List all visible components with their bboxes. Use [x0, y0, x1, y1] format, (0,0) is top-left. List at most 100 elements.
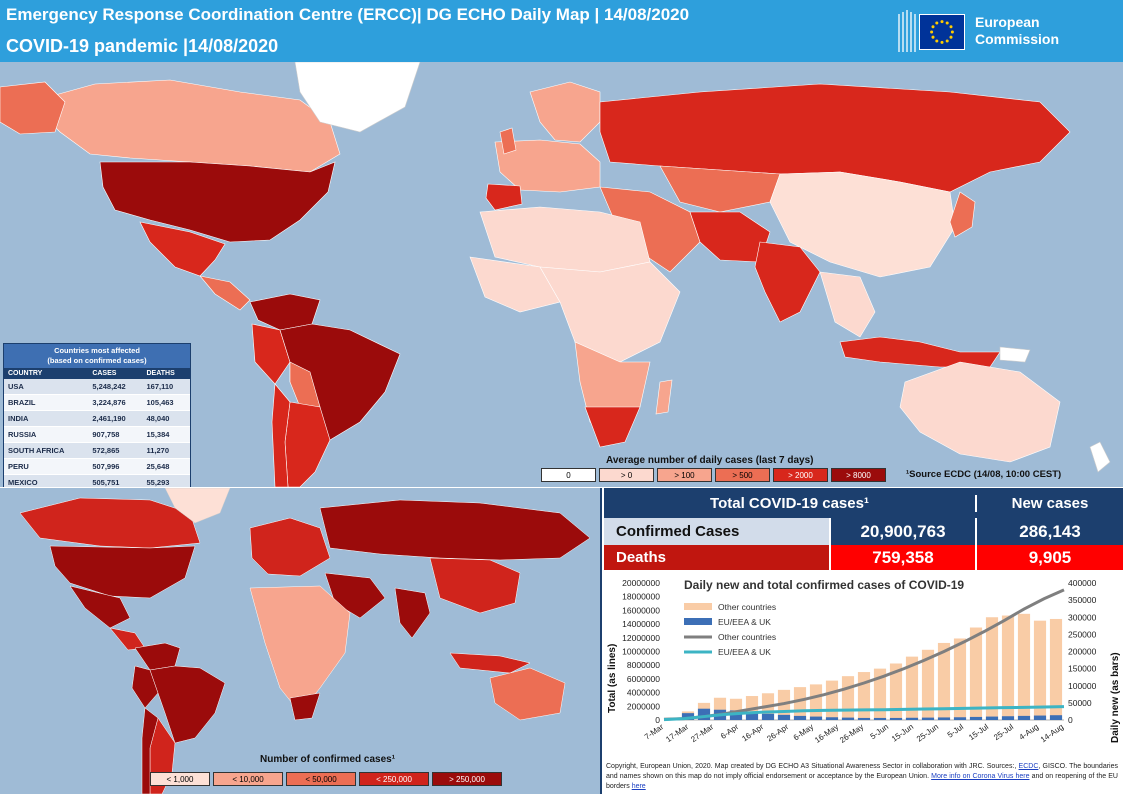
legend-item: 0 — [541, 468, 596, 482]
table-row: MEXICO 505,751 55,293 — [4, 474, 190, 487]
map-region-australia — [489, 667, 566, 721]
chart-bar — [937, 642, 951, 720]
map-region-central-america — [109, 627, 146, 651]
chart-legend-label: Other countries — [718, 602, 776, 612]
legend-item: > 2000 — [773, 468, 828, 482]
x-tick-label: 17-Mar — [664, 722, 690, 744]
logo-text-line1: European — [975, 14, 1040, 30]
map-region-china — [429, 557, 521, 614]
cell-country: SOUTH AFRICA — [4, 442, 89, 459]
european-commission-logo: European Commission — [897, 8, 1117, 56]
chart-bar — [985, 716, 999, 720]
column-header-deaths: DEATHS — [142, 368, 190, 379]
y-tick-label: 14000000 — [622, 619, 660, 629]
table-row: SOUTH AFRICA 572,865 11,270 — [4, 442, 190, 459]
y2-tick-label: 200000 — [1068, 647, 1097, 657]
chart-bar — [889, 717, 903, 720]
page-title: Emergency Response Coordination Centre (… — [6, 5, 690, 24]
map-region-colombia-venezuela — [134, 642, 181, 671]
y2-tick-label: 0 — [1068, 715, 1073, 725]
eu-flag-icon — [919, 14, 965, 50]
cell-cases: 907,758 — [88, 426, 143, 443]
eu-borders-link[interactable]: here — [631, 783, 646, 790]
y-tick-label: 20000000 — [622, 578, 660, 588]
map-region-southeast-asia — [819, 271, 876, 338]
cell-country: PERU — [4, 458, 89, 475]
chart-bar — [1049, 618, 1063, 720]
chart-bar — [857, 717, 871, 720]
cell-deaths: 11,270 — [142, 442, 190, 459]
chart-bar — [1017, 715, 1031, 720]
cell-country: RUSSIA — [4, 426, 89, 443]
legend-item: > 8000 — [831, 468, 886, 482]
map-region-mexico — [69, 585, 131, 629]
y-tick-label: 2000000 — [627, 701, 660, 711]
map-region-scandinavia — [529, 81, 601, 143]
table-caption-line1: Countries most affected — [54, 346, 140, 355]
chart-bar — [953, 717, 967, 720]
map-region-peru — [251, 323, 291, 385]
column-header-cases: CASES — [88, 368, 143, 379]
legend-item: > 0 — [599, 468, 654, 482]
more-info-link[interactable]: More info on Corona Virus here — [931, 773, 1030, 780]
table-row: BRAZIL 3,224,876 105,463 — [4, 394, 190, 411]
map-region-chile — [271, 383, 291, 487]
chart-bar — [1001, 615, 1015, 720]
map-region-brazil — [149, 665, 226, 744]
chart-bar — [809, 684, 823, 720]
x-tick-label: 6-May — [792, 722, 815, 742]
chart-bar — [1001, 716, 1015, 720]
chart-bar — [921, 649, 935, 720]
y2-tick-label: 150000 — [1068, 664, 1097, 674]
deaths-total-value: 759,358 — [829, 545, 975, 570]
legend-item: > 500 — [715, 468, 770, 482]
legend-item: < 50,000 — [286, 772, 356, 786]
x-tick-label: 26-May — [838, 722, 865, 745]
map-region-madagascar — [655, 379, 673, 415]
confirmed-cases-map[interactable] — [0, 488, 602, 794]
chart-bar — [697, 708, 711, 720]
y2-tick-label: 250000 — [1068, 629, 1097, 639]
cell-deaths: 167,110 — [142, 379, 190, 395]
chart-bar — [729, 710, 743, 720]
ecdc-link[interactable]: ECDC — [1018, 763, 1039, 770]
map-region-spain — [485, 183, 523, 211]
map-region-australia — [899, 361, 1061, 463]
y-tick-label: 4000000 — [627, 688, 660, 698]
chart-bar — [777, 714, 791, 720]
cell-country: MEXICO — [4, 474, 89, 487]
cell-deaths: 15,384 — [142, 426, 190, 443]
x-tick-label: 15-Jun — [890, 722, 915, 743]
daily-cases-map-svg — [0, 62, 1111, 487]
map-region-canada — [29, 79, 341, 173]
chart-bar — [937, 717, 951, 720]
deaths-new-value: 9,905 — [975, 545, 1123, 570]
map-region-india — [394, 587, 431, 639]
daily-cases-legend-title: Average number of daily cases (last 7 da… — [606, 455, 814, 466]
source-note: ¹Source ECDC (14/08, 10:00 CEST) — [906, 469, 1062, 480]
chart-bar — [745, 711, 759, 720]
chart-bar — [841, 676, 855, 720]
map-region-central-africa — [539, 261, 681, 363]
chart-bar — [825, 680, 839, 720]
logo-text-line2: Commission — [975, 31, 1060, 47]
map-region-alaska — [0, 81, 66, 135]
map-region-canada — [19, 497, 201, 549]
map-region-papua-new-guinea — [999, 346, 1031, 363]
chart-bar — [825, 717, 839, 720]
map-region-usa — [99, 161, 336, 243]
chart-bar — [969, 716, 983, 720]
x-tick-label: 27-Mar — [689, 722, 715, 744]
chart-legend-label: EU/EEA & UK — [718, 647, 771, 657]
chart-legend-label: EU/EEA & UK — [718, 617, 771, 627]
legend-item: < 1,000 — [150, 772, 210, 786]
y2-tick-label: 350000 — [1068, 595, 1097, 605]
cell-cases: 3,224,876 — [88, 394, 143, 411]
chart-bar — [905, 717, 919, 720]
map-region-new-zealand — [1089, 441, 1111, 473]
copyright-note: Copyright, European Union, 2020. Map cre… — [606, 763, 1118, 790]
map-region-indonesia-philippines — [839, 336, 1001, 368]
x-tick-label: 5-Jun — [869, 722, 891, 741]
daily-cases-map[interactable]: Countries most affected (based on confir… — [0, 62, 1123, 487]
x-tick-label: 6-Apr — [719, 722, 740, 741]
